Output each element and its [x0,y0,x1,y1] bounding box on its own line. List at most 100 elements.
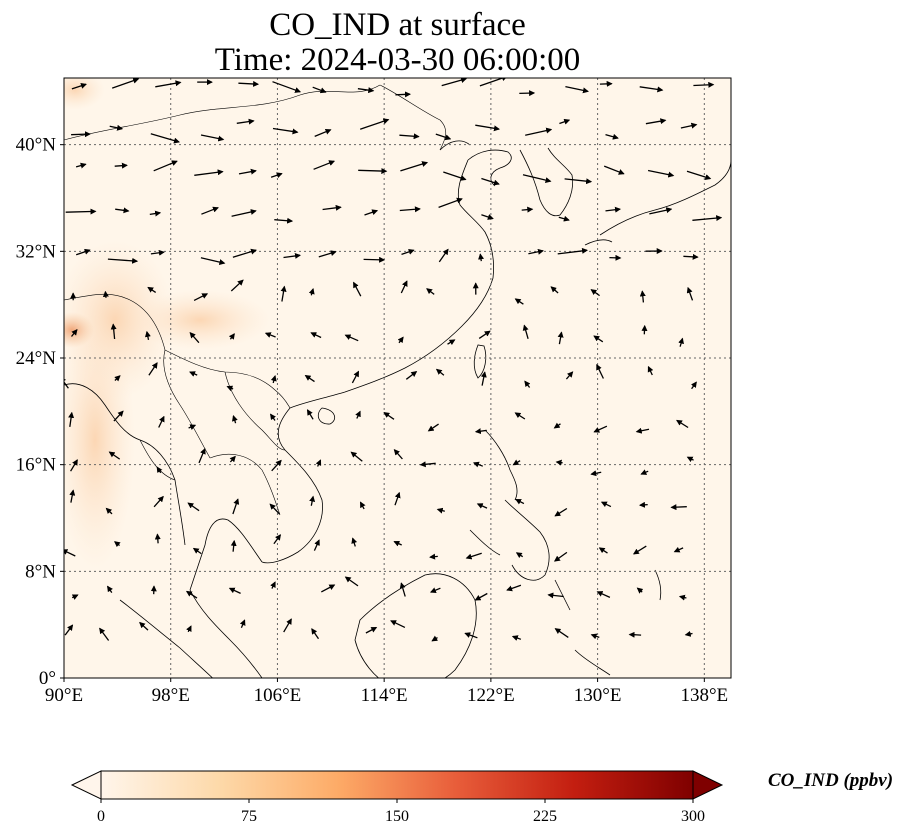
wind-vector [75,162,87,169]
wind-vector [271,459,282,472]
wind-vector [690,381,697,390]
wind-vector [603,165,625,175]
wind-vector [647,365,654,376]
wind-vector [144,330,151,341]
wind-vector [350,451,363,462]
wind-vector [515,498,525,505]
wind-vector [683,253,699,260]
wind-vector [231,415,238,424]
wind-vector [438,248,449,263]
wind-vector [605,133,619,140]
wind-vector [524,380,531,388]
wind-vector [264,332,276,338]
wind-vector [480,371,487,386]
wind-vector [99,627,110,641]
wind-vector [310,332,322,339]
lat-tick-label: 32°N [16,241,57,262]
concentration-field [64,78,731,678]
colorbar: 0 75 150 225 300 [70,770,724,825]
wind-vector [236,118,255,125]
wind-vector [628,631,642,638]
map-frame [63,77,732,679]
wind-vector [443,171,467,181]
wind-vector [70,329,78,337]
wind-vector [198,447,206,464]
lon-tick-label: 90°E [45,685,83,706]
lon-tick-label: 122°E [467,685,515,706]
wind-vector [113,410,124,422]
wind-vector [686,286,694,301]
wind-vector [154,533,161,544]
wind-vector [639,501,648,508]
wind-vector [102,290,109,298]
map-title: CO_IND at surface [269,7,526,43]
wind-vector [693,81,715,88]
wind-vector [632,545,647,555]
wind-vectors [64,78,723,642]
wind-vector [114,375,121,382]
wind-vector [358,168,388,175]
colorbar-tick-label: 300 [681,808,705,825]
colorbar-tick-label: 225 [533,808,557,825]
wind-vector [649,207,673,215]
wind-vector [429,553,438,560]
wind-vector [522,174,552,184]
wind-vector [147,286,157,293]
colorbar-tick-label: 75 [241,808,257,825]
wind-vector [71,82,87,90]
wind-vector [596,591,611,598]
wind-vector [364,209,379,216]
wind-vector [110,323,117,340]
wind-vector [399,582,406,597]
wind-vector [357,87,375,94]
wind-vector [149,210,162,217]
wind-vector [304,374,315,383]
lon-tick-label: 114°E [361,685,408,706]
lat-tick-label: 40°N [16,135,57,156]
wind-vector [228,333,235,340]
colorbar-tick-label: 0 [97,808,105,825]
lat-tick-label: 8°N [25,561,56,582]
lat-tick-label: 24°N [16,348,57,369]
wind-vector [115,207,130,214]
concentration-shading [64,78,270,570]
wind-vector [111,78,140,89]
wind-vector [405,370,418,380]
wind-vector [320,584,336,593]
wind-vector [232,248,257,258]
wind-vector [192,547,202,555]
wind-vector [231,209,257,217]
wind-vector [553,422,561,429]
colorbar-extend-min [70,770,102,800]
wind-vector [645,118,667,125]
wind-vector [565,371,574,380]
colorbar-extend-max [692,770,724,800]
wind-vector [564,178,593,185]
wind-vector [383,412,395,420]
wind-vector [109,124,124,131]
wind-vector [239,619,246,628]
wind-vector [635,427,650,434]
wind-vector [676,419,689,429]
wind-vector [472,461,484,468]
lon-tick-label: 138°E [680,685,728,706]
wind-vector [438,197,463,209]
wind-vector [394,491,401,506]
wind-vector [107,257,139,264]
wind-vector [673,546,684,553]
wind-vector [506,584,522,592]
wind-vector [478,253,484,262]
wind-vector [514,298,524,305]
wind-vector [64,549,76,557]
wind-vector [686,170,712,180]
wind-vector [435,368,445,376]
wind-vector [640,469,649,475]
lon-tick-label: 106°E [254,685,302,706]
wind-vector [478,330,491,339]
wind-vector [269,503,280,515]
wind-vector [148,362,158,376]
wind-vector [108,451,121,460]
wind-vector [359,501,366,510]
wind-vector [397,336,404,344]
colorbar-ramp [100,770,694,800]
